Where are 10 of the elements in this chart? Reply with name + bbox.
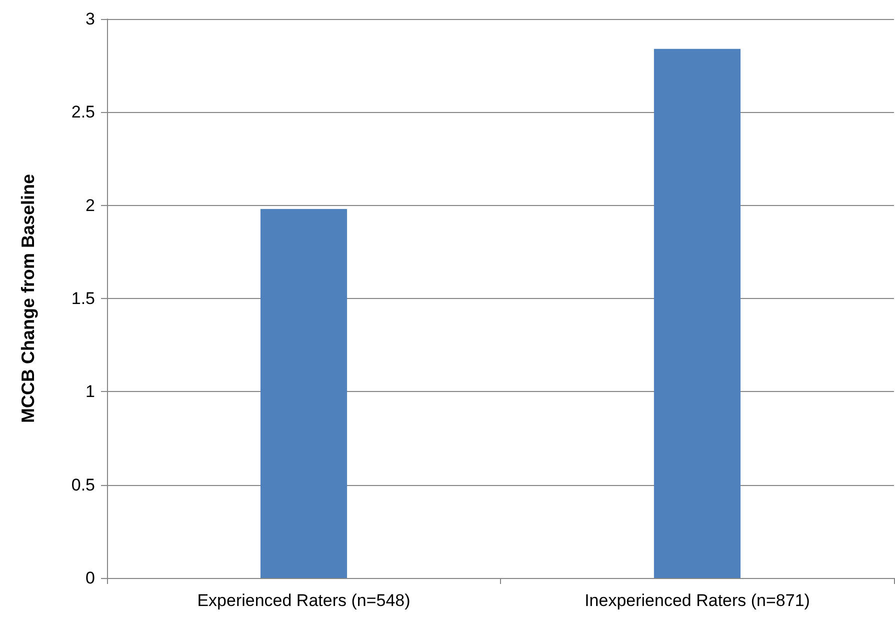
y-tick-label: 0 xyxy=(86,568,95,588)
y-tick-label: 3 xyxy=(86,10,95,28)
y-tick-label: 1.5 xyxy=(71,289,95,308)
y-tick-label: 1 xyxy=(86,382,95,402)
y-tick-label: 0.5 xyxy=(71,475,95,494)
y-axis-title: MCCB Change from Baseline xyxy=(18,174,38,424)
y-tick-label: 2 xyxy=(86,196,95,215)
y-tick-label: 2.5 xyxy=(71,102,95,122)
x-tick-label: Experienced Raters (n=548) xyxy=(197,591,410,610)
x-tick-label: Inexperienced Raters (n=871) xyxy=(584,591,810,610)
